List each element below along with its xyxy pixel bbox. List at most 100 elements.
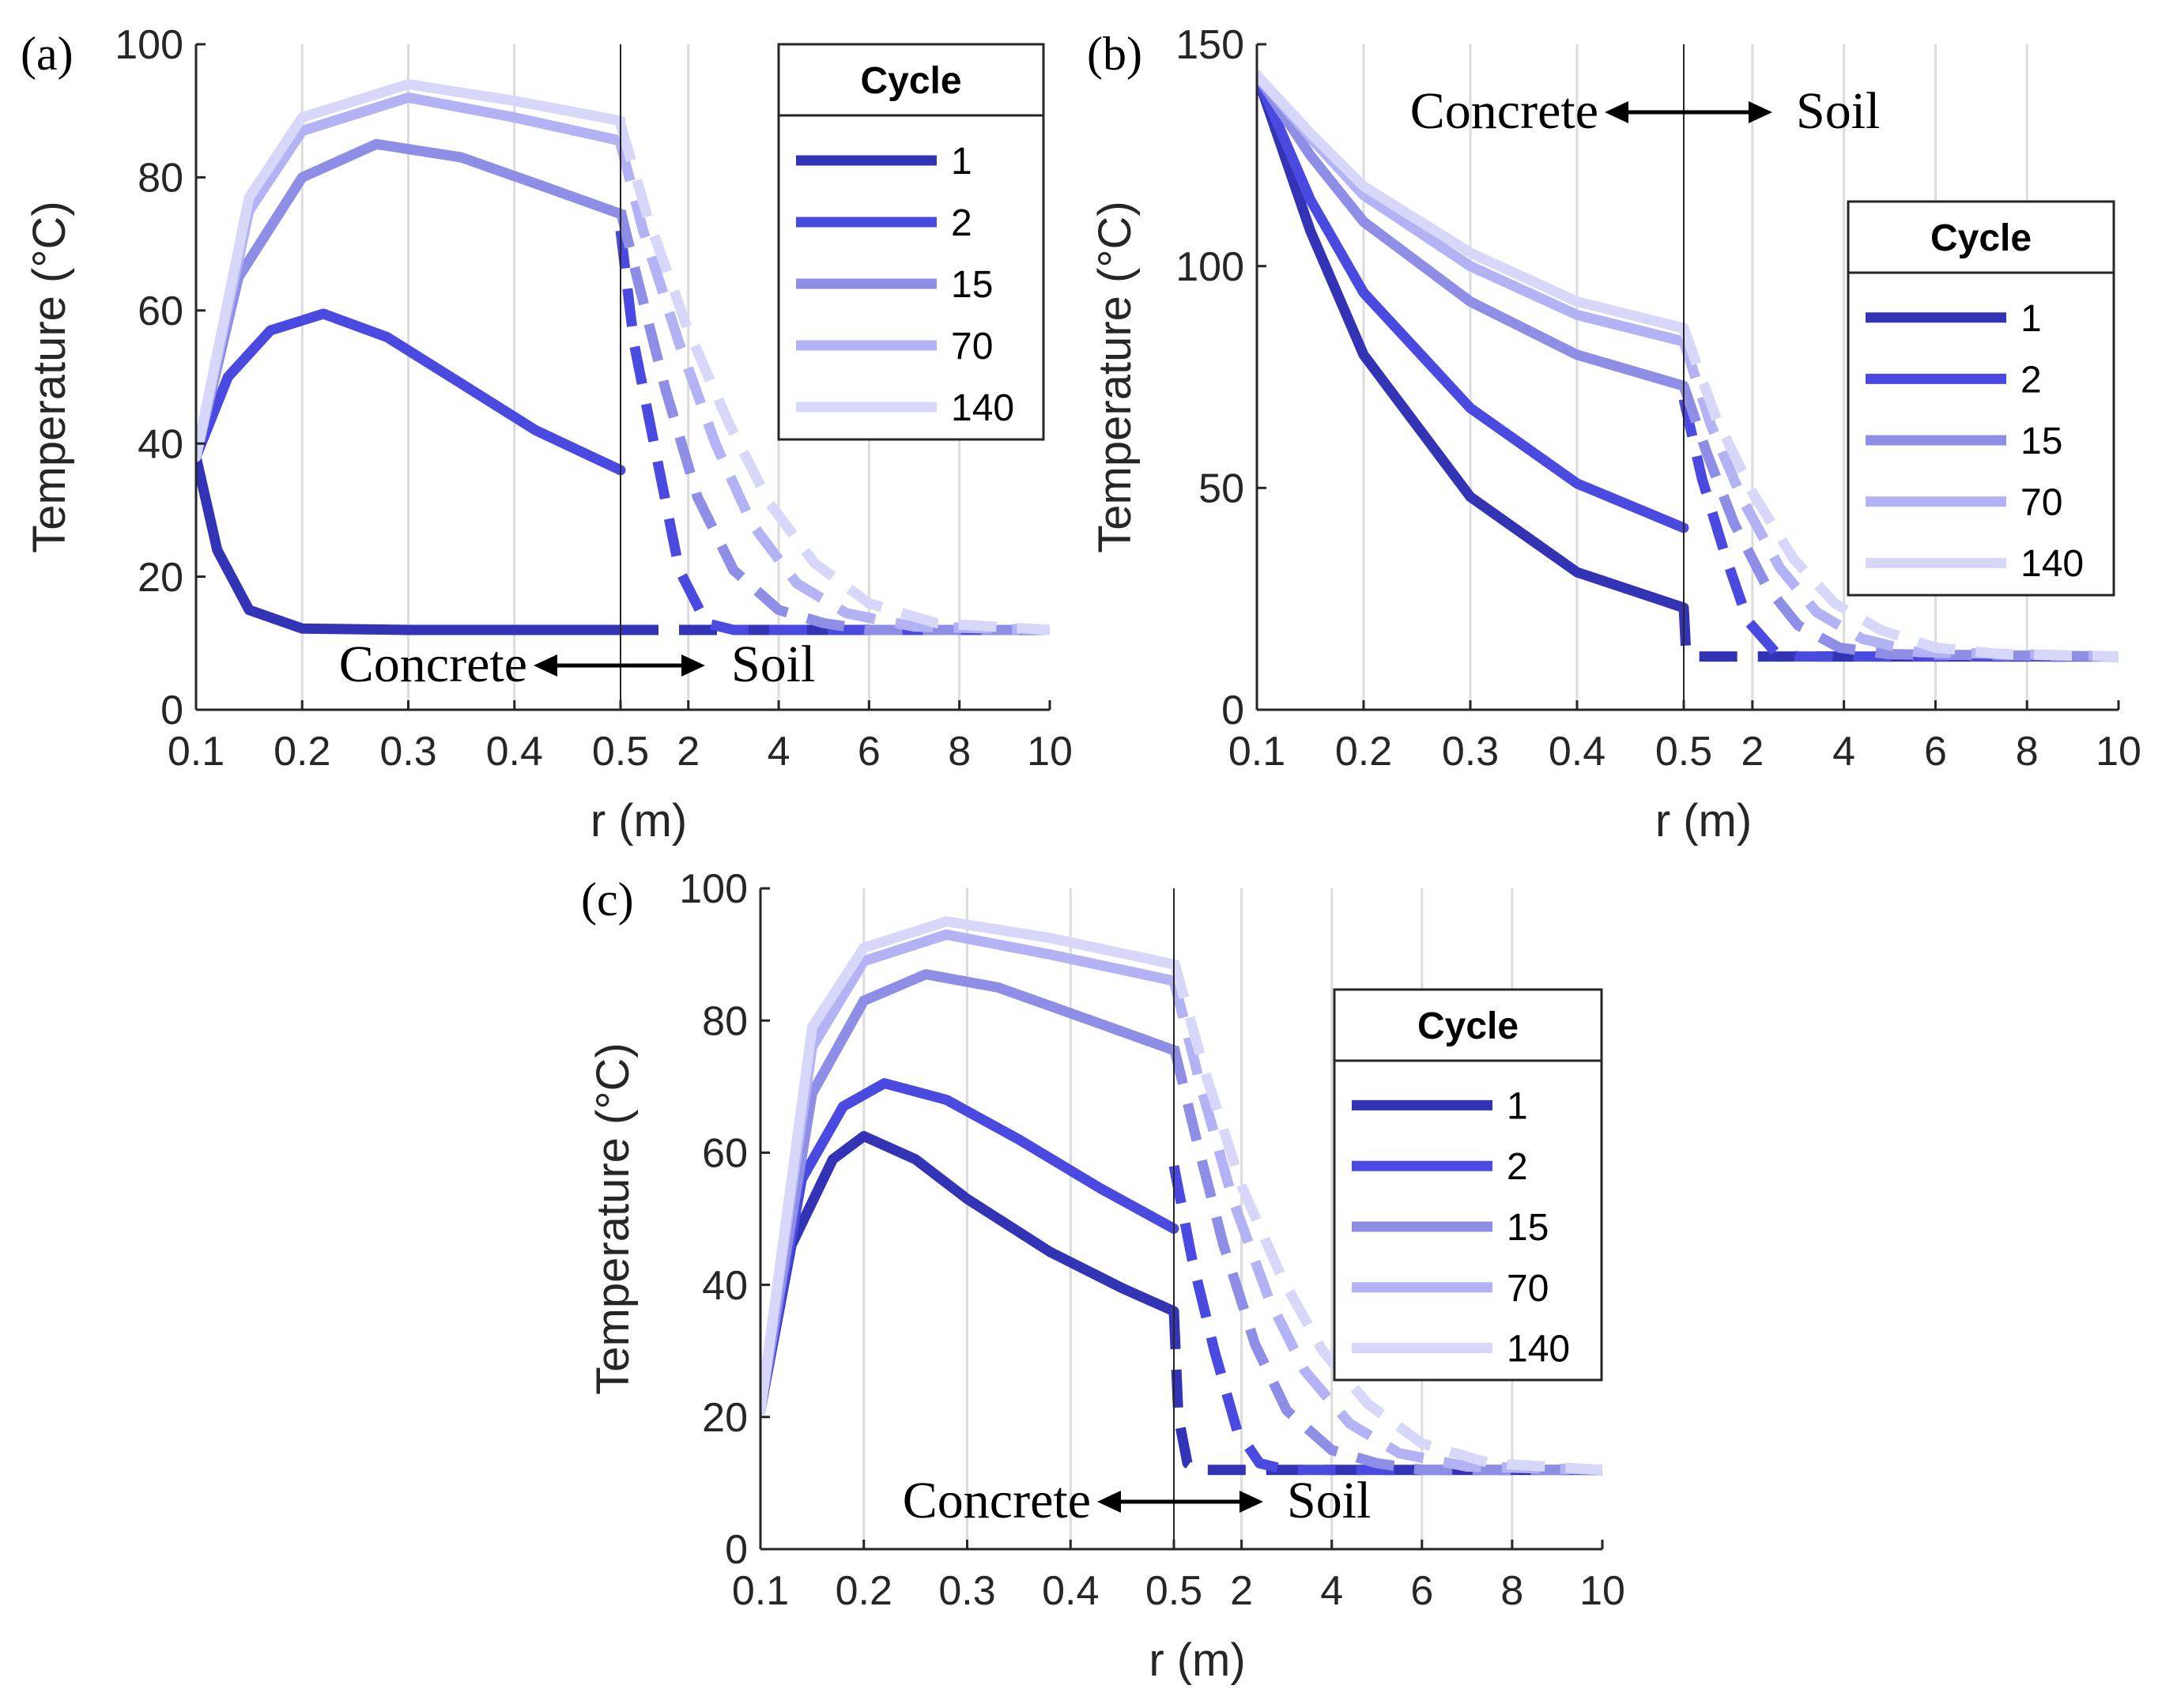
legend-label-15: 15 (951, 264, 993, 306)
legend-label-2: 2 (2021, 359, 2042, 401)
y-tick-label: 60 (702, 1131, 748, 1177)
y-tick-label: 50 (1198, 466, 1244, 512)
x-axis-label: r (m) (1655, 795, 1752, 846)
x-tick-label: 2 (1230, 1568, 1253, 1614)
x-axis-label: r (m) (1149, 1634, 1245, 1686)
series-line-140-concrete (196, 79, 626, 462)
y-tick-label: 80 (138, 156, 183, 202)
region-label-soil: Soil (1796, 82, 1880, 140)
x-tick-label: 10 (2096, 729, 2141, 775)
y-tick-label: 100 (1175, 244, 1244, 290)
region-label-concrete: Concrete (339, 635, 527, 693)
x-tick-label: 0.3 (379, 729, 436, 775)
legend-label-1: 1 (951, 141, 972, 183)
x-tick-label: 10 (1579, 1568, 1625, 1614)
series-line-15-soil (615, 209, 1050, 635)
y-tick-label: 40 (702, 1263, 748, 1309)
series-line-140-concrete (1257, 70, 1689, 334)
legend-label-1: 1 (1507, 1085, 1528, 1127)
y-tick-label: 20 (138, 555, 183, 601)
series-line-2-soil (615, 230, 1050, 635)
legend-label-15: 15 (1507, 1207, 1549, 1249)
legend-label-140: 140 (1507, 1329, 1570, 1371)
region-label-concrete: Concrete (1410, 82, 1598, 140)
legend-label-70: 70 (2021, 482, 2062, 524)
legend-box (1333, 988, 1603, 1382)
legend-label-70: 70 (951, 326, 993, 368)
series-line-140-concrete (760, 916, 1179, 1416)
legend-label-15: 15 (2021, 420, 2062, 462)
y-tick-label: 60 (138, 288, 183, 334)
region-arrow-right-head (681, 654, 705, 677)
y-tick-label: 100 (115, 22, 183, 68)
chart-panel-3: 0 20 40 60 80 100 0.1 0.2 0.3 0.4 0.5 2 4 6 8 10 r (m) Te… (581, 866, 1625, 1686)
legend-box (777, 43, 1045, 441)
series-line-70-soil (615, 142, 1050, 635)
y-tick-label: 0 (1221, 688, 1244, 733)
x-tick-label: 4 (768, 729, 790, 775)
y-tick-label: 40 (138, 421, 183, 467)
x-tick-label: 6 (1410, 1568, 1433, 1614)
x-tick-label: 4 (1832, 729, 1855, 775)
x-tick-label: 0.4 (1549, 729, 1605, 775)
x-tick-label: 6 (1924, 729, 1947, 775)
legend: Cycle 1 2 15 70 140 (1333, 988, 1603, 1382)
legend-label-2: 2 (951, 202, 972, 244)
y-axis-label: Temperature (°C) (24, 201, 75, 552)
legend: Cycle 1 2 15 70 140 (777, 43, 1045, 441)
panel-label: (b) (1087, 28, 1142, 80)
legend-label-2: 2 (1507, 1146, 1528, 1188)
legend-title: Cycle (860, 60, 961, 102)
series-line-2-soil (1678, 398, 2119, 662)
x-tick-label: 8 (2016, 729, 2039, 775)
chart-panel-1: 0 20 40 60 80 100 0.1 0.2 0.3 0.4 0.5 2 4 6 8 10 r (m) Te… (21, 22, 1073, 846)
x-tick-label: 0.2 (836, 1568, 892, 1614)
series-line-140-soil (1678, 326, 2119, 662)
y-axis-label: Temperature (°C) (587, 1043, 639, 1394)
y-tick-label: 0 (725, 1527, 748, 1573)
region-label-concrete: Concrete (903, 1472, 1091, 1529)
region-arrow-right-head (1749, 101, 1772, 123)
x-tick-label: 0.4 (486, 729, 543, 775)
x-tick-label: 0.2 (1335, 729, 1392, 775)
x-tick-label: 0.3 (1442, 729, 1499, 775)
y-tick-label: 20 (702, 1395, 748, 1441)
series-line-15-concrete (1257, 70, 1689, 391)
x-tick-label: 10 (1027, 729, 1073, 775)
legend-label-1: 1 (2021, 298, 2042, 340)
x-tick-label: 0.5 (1655, 729, 1712, 775)
series-line-2-concrete (196, 308, 626, 476)
region-arrow-left-head (1097, 1491, 1121, 1513)
legend-title: Cycle (1930, 217, 2032, 259)
series-line-140-soil (1168, 960, 1602, 1476)
legend-title: Cycle (1417, 1005, 1519, 1047)
series-line-15-soil (1678, 384, 2119, 662)
series-line-1-soil (1678, 607, 2119, 662)
x-tick-label: 0.4 (1042, 1568, 1099, 1614)
x-tick-label: 0.5 (592, 729, 649, 775)
series-line-15-soil (1168, 1046, 1602, 1476)
x-tick-label: 6 (858, 729, 881, 775)
x-tick-label: 0.1 (732, 1568, 789, 1614)
series-line-2-concrete (1257, 70, 1689, 534)
x-tick-label: 2 (1741, 729, 1764, 775)
x-tick-label: 8 (1500, 1568, 1523, 1614)
panel-label: (c) (581, 873, 634, 926)
region-label-soil: Soil (731, 635, 815, 693)
series-line-1-concrete (1257, 70, 1689, 613)
series-line-1-concrete (196, 451, 626, 635)
panel-label: (a) (21, 28, 74, 80)
x-tick-label: 0.2 (274, 729, 330, 775)
series-line-2-soil (1168, 1164, 1602, 1476)
y-tick-label: 0 (160, 688, 183, 733)
x-axis-label: r (m) (590, 795, 687, 846)
legend-label-140: 140 (951, 387, 1014, 429)
chart-panel-2: 0 50 100 150 0.1 0.2 0.3 0.4 0.5 2 4 6 8 10 r (m) Tempe… (1087, 22, 2141, 846)
x-tick-label: 4 (1320, 1568, 1343, 1614)
x-tick-label: 0.1 (168, 729, 225, 775)
legend-label-140: 140 (2021, 543, 2084, 585)
region-arrow-right-head (1239, 1491, 1263, 1513)
region-arrow-left-head (1605, 101, 1628, 123)
x-tick-label: 0.3 (938, 1568, 995, 1614)
